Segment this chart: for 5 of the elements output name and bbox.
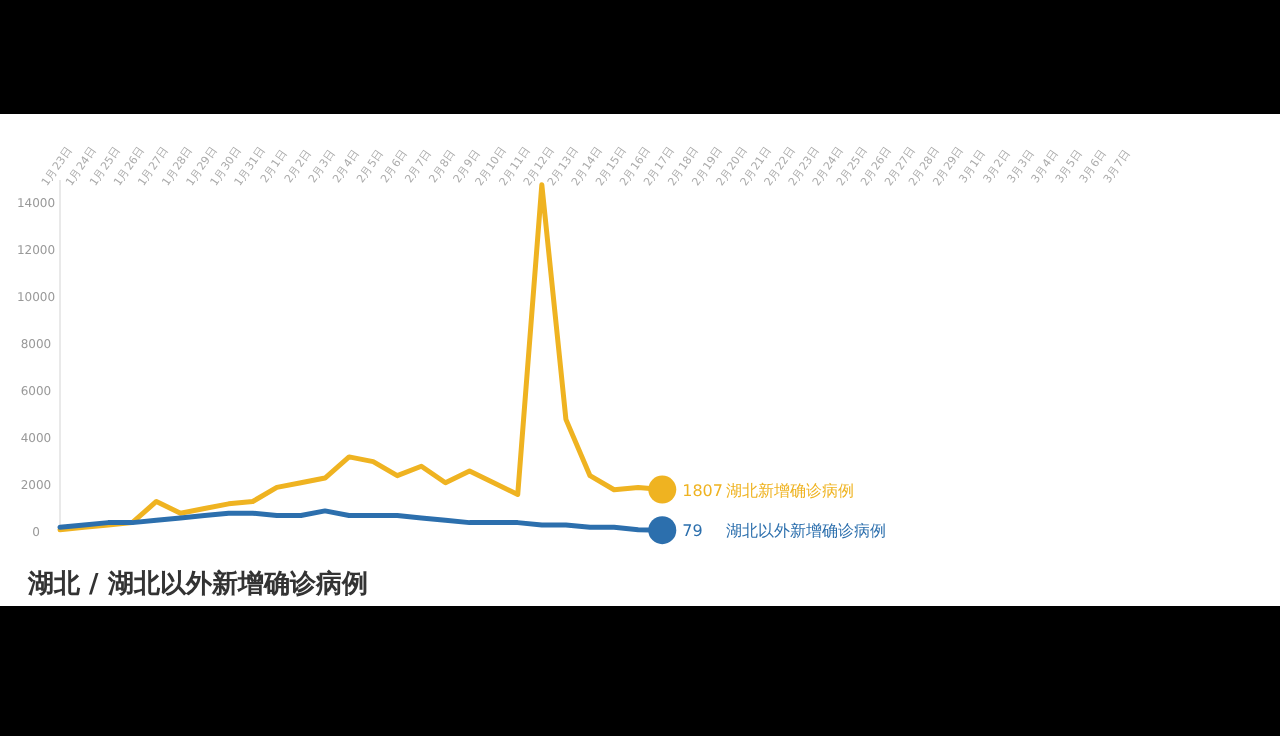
data-label: 79 xyxy=(682,522,703,541)
text: 湖北新增确诊病例 xyxy=(726,481,855,500)
data-label: 1807 xyxy=(682,481,723,500)
text: 湖北 / 湖北以外新增确诊病例 xyxy=(26,568,368,600)
text: 湖北以外新增确诊病例 xyxy=(726,522,887,541)
